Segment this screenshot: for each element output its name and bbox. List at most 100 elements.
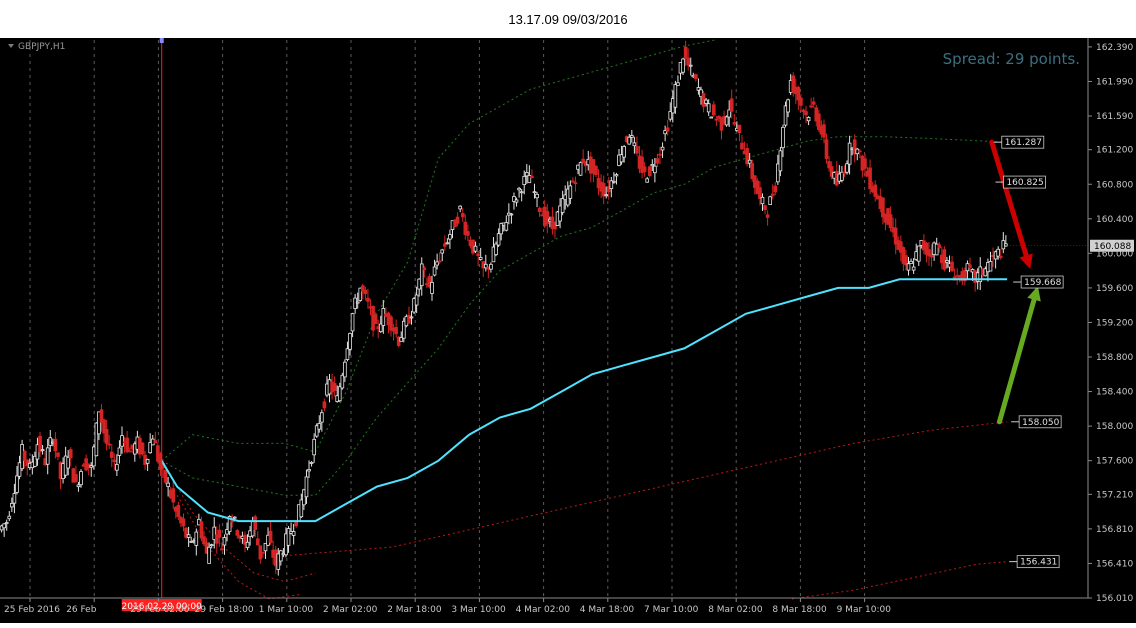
x-tick-label: 25 Feb 2016 xyxy=(4,605,60,615)
candle-body xyxy=(148,442,152,454)
candle-body xyxy=(906,263,911,271)
candle-body xyxy=(732,122,737,125)
y-tick-label: 160.400 xyxy=(1096,215,1133,225)
candle-body xyxy=(166,482,170,487)
candle-body xyxy=(942,249,947,270)
candle-body xyxy=(673,84,678,108)
candle-body xyxy=(924,242,929,255)
spread-label: Spread: 29 points. xyxy=(943,50,1080,68)
candle-body xyxy=(706,103,711,113)
candle-body xyxy=(460,213,465,218)
candle-body xyxy=(294,521,299,527)
candle-body xyxy=(663,130,667,135)
candle-body xyxy=(245,541,250,548)
x-tick-label: 9 Mar 10:00 xyxy=(837,605,892,615)
candle-body xyxy=(660,146,665,151)
level-label: 160.825 xyxy=(1006,178,1043,188)
candle-body xyxy=(827,161,831,169)
vertical-marker-label: 2016.02.29 00:00 xyxy=(122,602,203,612)
candle-body xyxy=(153,440,158,444)
candle-body xyxy=(696,87,701,91)
y-tick-label: 161.590 xyxy=(1096,112,1133,122)
y-tick-label: 160.000 xyxy=(1096,249,1133,259)
candle-body xyxy=(181,518,186,527)
candle-body xyxy=(38,435,42,453)
candle-body xyxy=(320,412,324,423)
candle-body xyxy=(427,276,432,288)
candle-body xyxy=(112,459,117,463)
level-label-box xyxy=(1003,175,1046,189)
candle-body xyxy=(202,536,206,545)
candle-body xyxy=(33,455,37,467)
candle-body xyxy=(332,383,337,391)
candle-body xyxy=(17,462,22,477)
candle-body xyxy=(4,522,9,524)
red-arrow xyxy=(989,139,1029,259)
candle-body xyxy=(809,105,813,108)
candle-body xyxy=(893,227,898,245)
candle-body xyxy=(804,111,808,116)
candle-body xyxy=(530,175,534,178)
level-label-box xyxy=(1016,555,1060,569)
candle-body xyxy=(394,326,398,335)
level-label: 159.668 xyxy=(1024,278,1061,288)
candle-body xyxy=(868,167,872,190)
candle-body xyxy=(422,267,427,271)
vertical-marker-handle xyxy=(159,38,164,43)
chevron-down-icon[interactable] xyxy=(8,44,14,48)
candle-body xyxy=(389,316,393,331)
candle-body xyxy=(719,117,724,131)
x-tick-label: 29 Feb 18:00 xyxy=(195,605,254,615)
candle-body xyxy=(104,428,109,444)
candle-body xyxy=(822,124,826,138)
candle-body xyxy=(845,163,849,173)
candle-body xyxy=(68,449,73,459)
candle-body xyxy=(56,452,60,457)
candle-body xyxy=(783,105,788,126)
level-label: 156.431 xyxy=(1020,558,1057,568)
candle-body xyxy=(668,111,673,120)
candle-body xyxy=(194,531,199,546)
candle-body xyxy=(681,58,685,73)
candle-body xyxy=(74,474,78,482)
candle-body xyxy=(343,361,347,378)
candle-body xyxy=(76,484,81,488)
candle-body xyxy=(355,301,360,304)
candle-body xyxy=(998,255,1003,259)
candle-body xyxy=(414,294,419,306)
y-tick-label: 159.200 xyxy=(1096,318,1133,328)
candle-body xyxy=(66,456,71,469)
candle-body xyxy=(99,409,104,423)
candle-body xyxy=(476,253,480,257)
candle-body xyxy=(740,142,744,150)
candle-body xyxy=(996,248,1000,257)
candle-body xyxy=(232,516,237,519)
candle-body xyxy=(724,116,729,126)
price-chart[interactable]: 2016.02.29 00:00 160.088 162.390 161.990 16… xyxy=(0,38,1136,623)
candle-body xyxy=(950,261,954,272)
candle-body xyxy=(107,443,112,446)
candle-body xyxy=(983,268,988,277)
candle-body xyxy=(348,333,352,350)
candle-body xyxy=(489,263,493,270)
candle-body xyxy=(581,158,585,163)
candle-body xyxy=(340,374,345,389)
candle-body xyxy=(171,488,176,503)
candle-body xyxy=(504,222,509,231)
candle-body xyxy=(727,109,731,118)
candle-body xyxy=(363,289,368,295)
y-tick-label: 158.000 xyxy=(1096,422,1133,432)
candle-body xyxy=(911,266,916,271)
candle-body xyxy=(466,231,470,236)
candle-body xyxy=(658,153,662,156)
candle-body xyxy=(817,113,821,130)
candle-body xyxy=(776,163,780,183)
symbol-header: GBPJPY,H1 xyxy=(8,42,65,52)
candle-body xyxy=(578,162,583,176)
candle-body xyxy=(156,445,160,462)
candle-body xyxy=(2,523,6,529)
candle-body xyxy=(840,171,844,181)
candle-body xyxy=(791,75,796,93)
candle-body xyxy=(7,515,12,520)
